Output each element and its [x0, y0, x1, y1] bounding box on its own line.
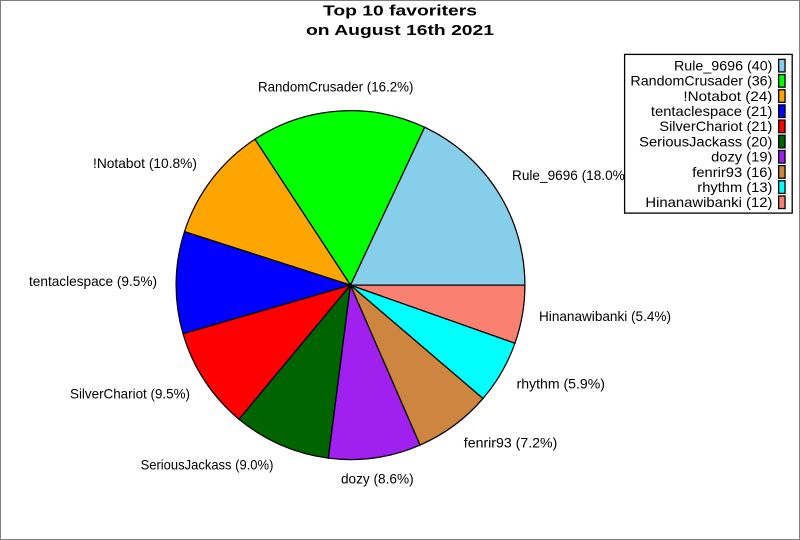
svg-text:tentaclespace (9.5%): tentaclespace (9.5%) [29, 273, 157, 289]
svg-text:RandomCrusader (36): RandomCrusader (36) [630, 73, 772, 89]
svg-text:Rule_9696 (40): Rule_9696 (40) [674, 58, 772, 74]
svg-text:on August 16th 2021: on August 16th 2021 [306, 22, 494, 39]
svg-text:SeriousJackass (9.0%): SeriousJackass (9.0%) [141, 456, 274, 472]
svg-text:SilverChariot (21): SilverChariot (21) [659, 118, 772, 134]
svg-text:Hinanawibanki (12): Hinanawibanki (12) [645, 194, 772, 210]
svg-text:fenrir93 (7.2%): fenrir93 (7.2%) [464, 434, 558, 450]
svg-text:SeriousJackass (20): SeriousJackass (20) [639, 133, 772, 149]
svg-text:fenrir93 (16): fenrir93 (16) [692, 164, 772, 180]
svg-text:Rule_9696 (18.0%): Rule_9696 (18.0%) [512, 167, 629, 183]
svg-text:RandomCrusader (16.2%): RandomCrusader (16.2%) [258, 79, 413, 95]
svg-text:tentaclespace (21): tentaclespace (21) [651, 103, 773, 119]
svg-text:rhythm (13): rhythm (13) [697, 179, 772, 195]
svg-text:rhythm (5.9%): rhythm (5.9%) [517, 376, 606, 392]
svg-text:Hinanawibanki (5.4%): Hinanawibanki (5.4%) [539, 308, 671, 324]
svg-text:!Notabot (10.8%): !Notabot (10.8%) [93, 155, 197, 171]
svg-text:Top 10 favoriters: Top 10 favoriters [323, 3, 477, 20]
svg-text:!Notabot (24): !Notabot (24) [683, 88, 772, 104]
svg-text:SilverChariot (9.5%): SilverChariot (9.5%) [70, 386, 190, 402]
svg-text:dozy (19): dozy (19) [711, 149, 772, 165]
svg-text:dozy (8.6%): dozy (8.6%) [341, 471, 414, 487]
